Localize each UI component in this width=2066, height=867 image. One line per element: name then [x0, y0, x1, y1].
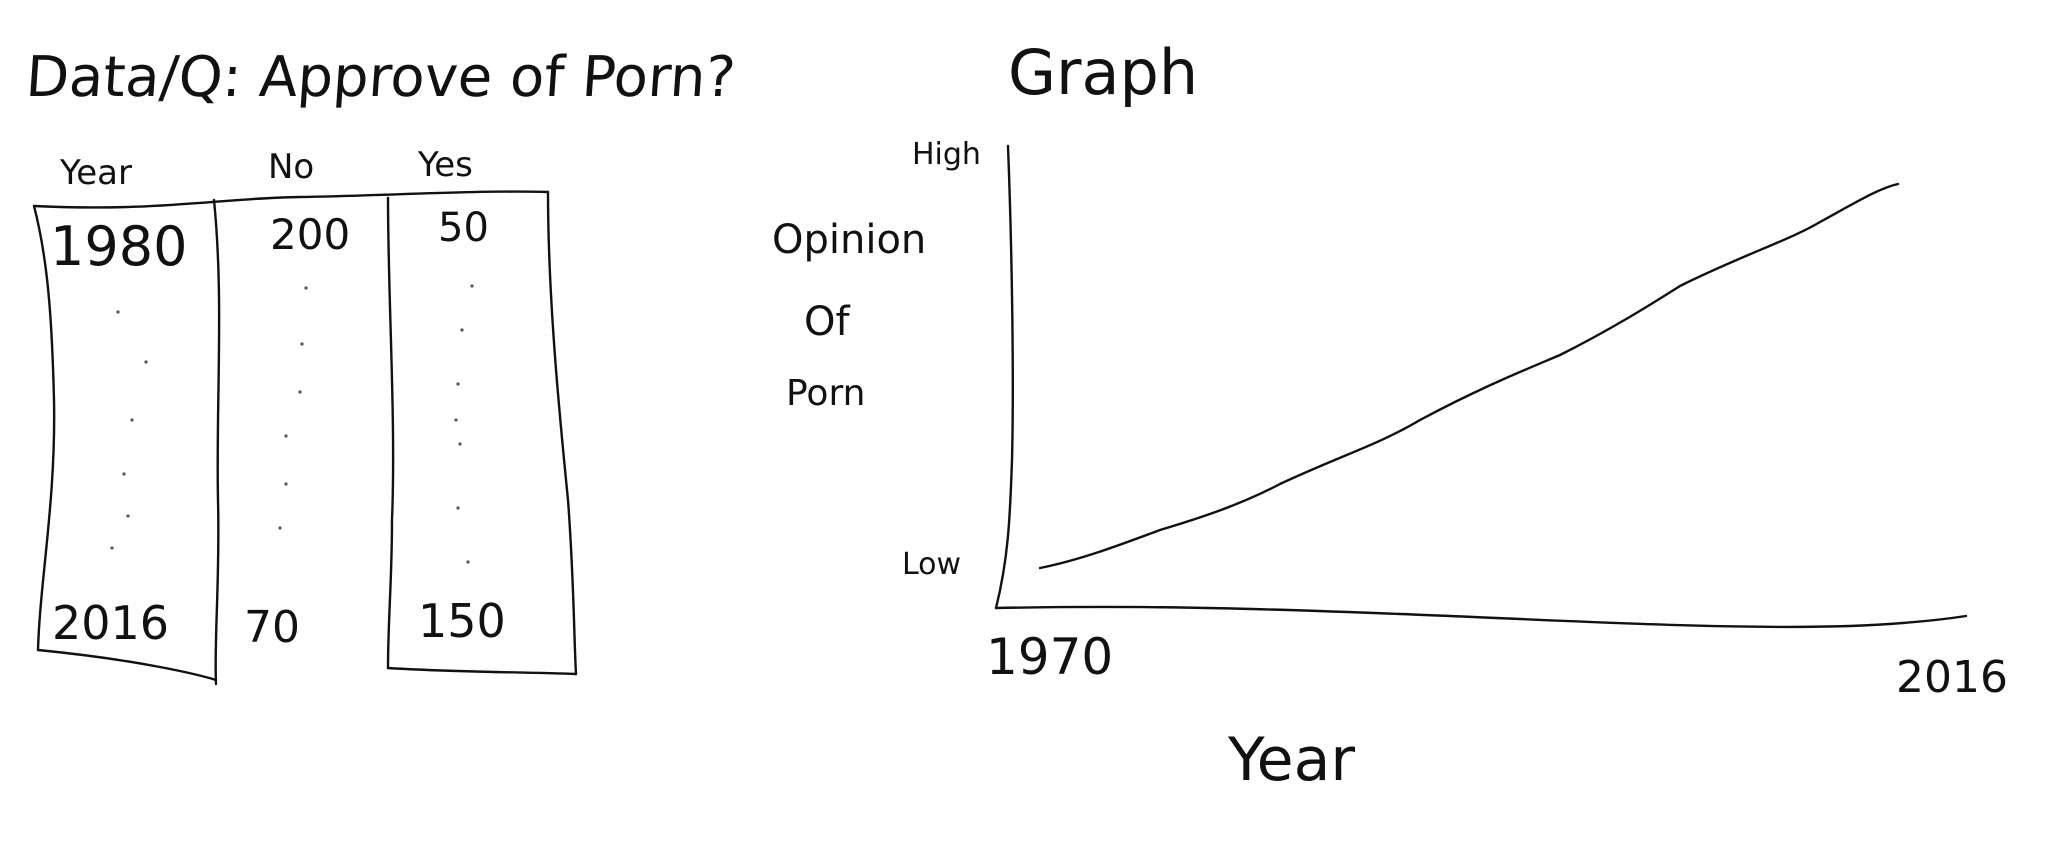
cell-year-first: 1980: [50, 215, 188, 278]
cell-yes-last: 150: [418, 594, 506, 648]
cell-yes-first: 50: [438, 205, 489, 251]
table-border-bottom: [36, 648, 218, 682]
cell-no-first: 200: [270, 210, 351, 259]
col-header-yes: Yes: [418, 145, 473, 185]
cell-year-last: 2016: [52, 596, 170, 650]
cell-no-last: 70: [244, 602, 300, 653]
graph-title: Graph: [1008, 36, 1199, 109]
col-header-no: No: [268, 147, 315, 187]
y-axis-label-line-1: Opinion: [772, 217, 927, 263]
y-axis-label-line-3: Porn: [786, 373, 866, 414]
table-divider-1: [212, 198, 221, 686]
table-border-bottom-right: [386, 666, 578, 676]
y-axis-line: [994, 144, 1014, 610]
x-axis-end-label: 2016: [1896, 652, 2008, 703]
y-axis-high-label: High: [912, 137, 981, 172]
table-border-left: [32, 204, 56, 652]
trend-line: [1038, 182, 1900, 570]
x-axis-label: Year: [1228, 725, 1356, 795]
table-border-top: [32, 190, 550, 209]
table-divider-2: [386, 196, 395, 670]
y-axis-label-line-2: Of: [804, 299, 850, 345]
table-border-right: [546, 190, 578, 676]
x-axis-start-label: 1970: [986, 628, 1114, 686]
y-axis-low-label: Low: [902, 547, 962, 582]
col-header-year: Year: [60, 153, 132, 193]
x-axis-line: [994, 605, 1968, 629]
